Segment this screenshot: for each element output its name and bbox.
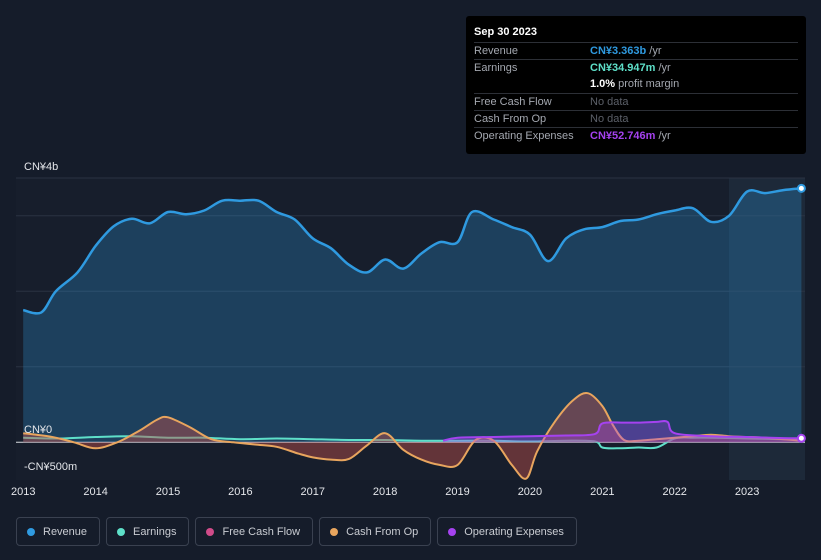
x-tick-label: 2023 [735,486,759,498]
tooltip-value: CN¥52.746m [590,130,656,142]
plot-background [16,178,805,480]
tooltip-label: Free Cash Flow [474,96,552,108]
legend-label: Revenue [43,525,88,538]
tooltip-value: CN¥3.363b [590,45,647,57]
legend-item-earnings[interactable]: Earnings [106,517,190,546]
x-tick-label: 2015 [156,486,180,498]
tooltip-row-margin: 1.0% profit margin [474,76,798,93]
legend-dot-icon [448,527,457,536]
x-axis-ticks: 2013 2014 2015 2016 2017 2018 2019 2020 2021 2022… [11,486,759,498]
revenue-line [22,187,802,315]
tooltip-value: No data [590,113,629,125]
tooltip-unit: /yr [658,130,671,142]
tooltip-unit: /yr [649,45,662,57]
legend-dot-icon [330,527,339,536]
end-markers [796,183,806,443]
tooltip-row-cfo: Cash From Op No data [474,110,798,127]
tooltip-value: 1.0% [590,78,616,90]
legend-dot-icon [206,527,215,536]
legend-label: Cash From Op [346,525,419,538]
legend-label: Free Cash Flow [222,525,301,538]
x-tick-label: 2016 [228,486,252,498]
tooltip-row-opex: Operating Expenses CN¥52.746m /yr [474,127,798,144]
chart-legend: Revenue Earnings Free Cash Flow Cash Fro… [16,517,577,546]
x-tick-label: 2021 [590,486,614,498]
revenue-area [23,188,802,443]
tooltip-unit: /yr [658,62,671,74]
x-tick-label: 2017 [301,486,325,498]
x-tick-label: 2019 [445,486,469,498]
tooltip-label: Cash From Op [474,113,547,125]
forecast-shade [728,178,805,480]
tooltip-label: Earnings [474,62,518,74]
operating-expenses-line [442,420,802,442]
x-tick-label: 2013 [11,486,35,498]
tooltip-label: Operating Expenses [474,130,574,142]
tooltip-value: No data [590,96,629,108]
tooltip-label: Revenue [474,45,519,57]
x-tick-label: 2022 [662,486,686,498]
y-label-zero: CN¥0 [24,424,52,436]
x-tick-label: 2018 [373,486,397,498]
legend-item-cash-from-op[interactable]: Cash From Op [319,517,432,546]
x-tick-label: 2020 [518,486,542,498]
tooltip-row-earnings: Earnings CN¥34.947m /yr [474,59,798,76]
tooltip-unit: profit margin [618,78,680,90]
gridlines [16,177,805,443]
cash-from-op-line [23,392,802,480]
legend-item-revenue[interactable]: Revenue [16,517,101,546]
series-layer [22,187,802,480]
x-tick-label: 2014 [83,486,107,498]
legend-dot-icon [117,527,126,536]
legend-item-free-cash-flow[interactable]: Free Cash Flow [195,517,314,546]
y-label-top: CN¥4b [24,161,58,173]
legend-label: Earnings [133,525,177,538]
tooltip-row-fcf: Free Cash Flow No data [474,93,798,110]
legend-dot-icon [27,527,35,536]
revenue-end-marker [796,183,806,193]
y-label-bottom: -CN¥500m [24,461,77,473]
tooltip-panel: Sep 30 2023 Revenue CN¥3.363b /yr Earnin… [466,16,806,154]
tooltip-row-revenue: Revenue CN¥3.363b /yr [474,42,798,59]
tooltip-date: Sep 30 2023 [474,26,537,38]
operating-expenses-end-marker [796,433,806,443]
legend-item-operating-expenses[interactable]: Operating Expenses [437,517,577,546]
tooltip-value: CN¥34.947m [590,62,656,74]
legend-label: Operating Expenses [464,525,564,538]
